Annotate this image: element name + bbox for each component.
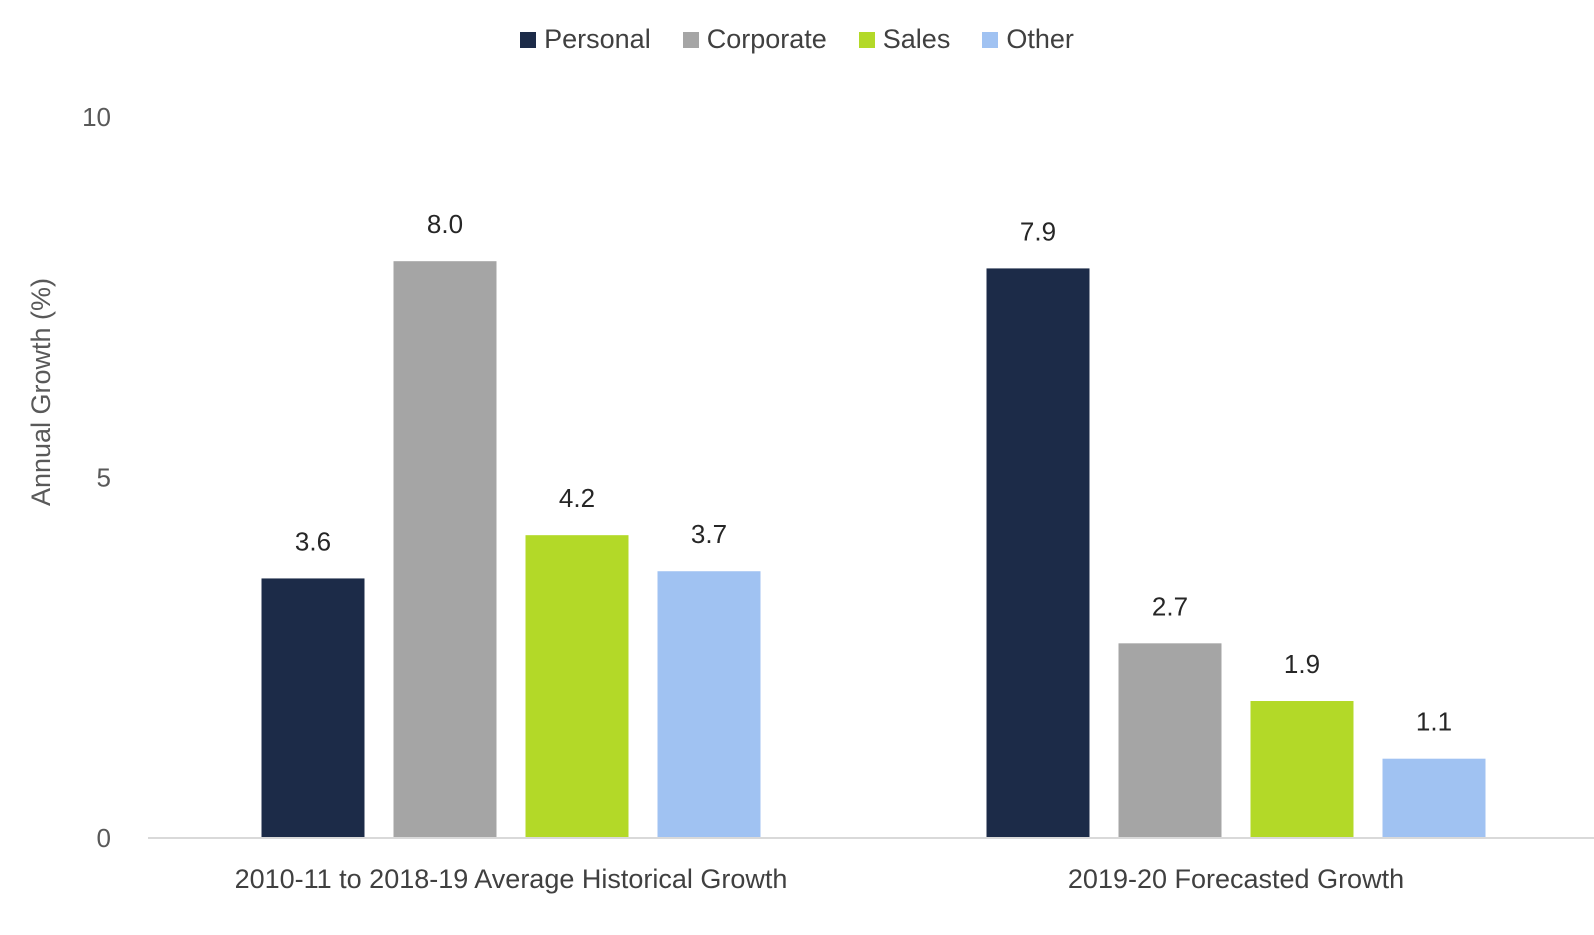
y-axis-title: Annual Growth (%) (26, 278, 56, 506)
y-tick-label: 5 (97, 463, 111, 493)
legend-swatch-personal (520, 31, 537, 48)
bar-sales-1[interactable] (525, 535, 629, 838)
data-label-corporate-2: 2.7 (1152, 591, 1188, 621)
bar-sales-2[interactable] (1250, 701, 1354, 838)
bar-corporate-1[interactable] (393, 261, 497, 838)
legend-swatch-corporate (682, 31, 699, 48)
legend-label-other: Other (1006, 24, 1074, 54)
y-axis-ticks: 0 5 10 (82, 102, 111, 853)
legend-item-sales[interactable]: Sales (858, 24, 951, 55)
legend-label-corporate: Corporate (706, 24, 827, 54)
bar-personal-2[interactable] (986, 268, 1090, 838)
legend-swatch-other (982, 31, 999, 48)
data-label-personal-2: 7.9 (1020, 216, 1056, 246)
bar-personal-1[interactable] (261, 578, 365, 838)
y-tick-label: 0 (97, 823, 111, 853)
legend-label-sales: Sales (882, 24, 951, 54)
category-label-1: 2010-11 to 2018-19 Average Historical Gr… (235, 864, 788, 894)
bar-corporate-2[interactable] (1118, 643, 1222, 838)
legend-item-personal[interactable]: Personal (520, 24, 651, 55)
data-label-other-2: 1.1 (1416, 707, 1452, 737)
legend-label-personal: Personal (544, 24, 651, 54)
bars (261, 261, 1486, 838)
data-label-sales-1: 4.2 (559, 483, 595, 513)
y-tick-label: 10 (82, 102, 111, 132)
legend-item-corporate[interactable]: Corporate (682, 24, 827, 55)
data-labels: 3.6 8.0 4.2 3.7 7.9 2.7 1.9 1.1 (295, 209, 1452, 736)
bar-other-1[interactable] (657, 571, 761, 838)
category-labels: 2010-11 to 2018-19 Average Historical Gr… (235, 864, 1405, 894)
data-label-personal-1: 3.6 (295, 526, 331, 556)
category-label-2: 2019-20 Forecasted Growth (1068, 864, 1404, 894)
legend-swatch-sales (858, 31, 875, 48)
data-label-corporate-1: 8.0 (427, 209, 463, 239)
legend: Personal Corporate Sales Other (0, 24, 1594, 55)
data-label-other-1: 3.7 (691, 519, 727, 549)
data-label-sales-2: 1.9 (1284, 649, 1320, 679)
bar-other-2[interactable] (1382, 758, 1486, 838)
legend-item-other[interactable]: Other (982, 24, 1074, 55)
